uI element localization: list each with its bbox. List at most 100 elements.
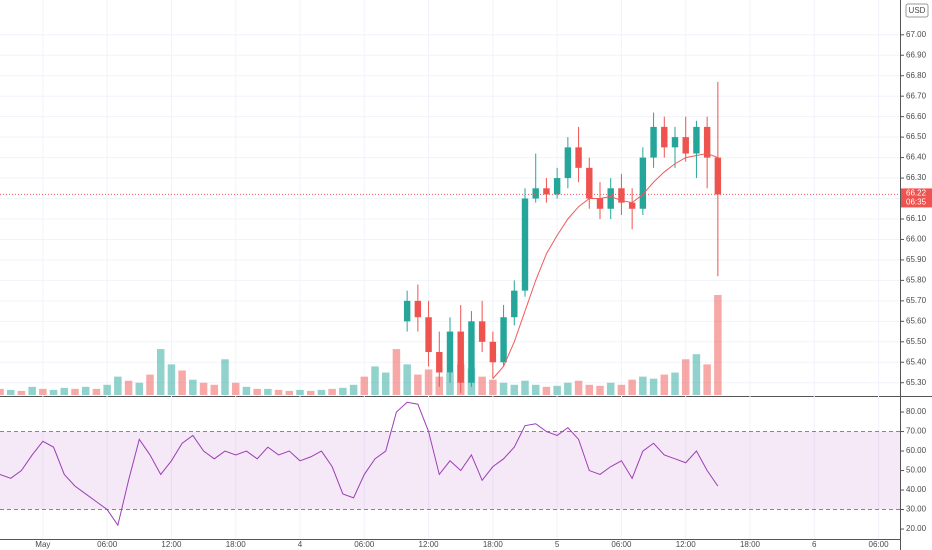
y-tick-label: 65.50 xyxy=(906,337,927,346)
volume-bar xyxy=(167,364,176,395)
x-tick-label: 06:00 xyxy=(611,540,632,549)
x-tick-label: 12:00 xyxy=(419,540,440,549)
volume-bar xyxy=(317,389,326,395)
candle-body xyxy=(671,137,679,148)
y-tick-label: 65.40 xyxy=(906,357,927,366)
volume-bar xyxy=(585,384,594,395)
candle-body xyxy=(446,331,454,373)
volume-bar xyxy=(296,389,304,395)
volume-bar xyxy=(531,384,540,395)
y-tick-label: 30.00 xyxy=(906,505,927,514)
volume-bar xyxy=(521,380,529,395)
volume-bar xyxy=(606,382,615,395)
y-tick-label: 66.50 xyxy=(906,132,927,141)
price-pane xyxy=(0,0,900,539)
y-tick-label: 70.00 xyxy=(906,427,927,436)
volume-bar xyxy=(660,374,669,395)
candle-body xyxy=(575,147,582,168)
volume-bar xyxy=(478,376,486,395)
volume-bar xyxy=(328,388,336,395)
y-tick-label: 67.00 xyxy=(906,30,927,39)
candle-body xyxy=(457,331,464,383)
candle-body xyxy=(553,178,561,195)
candle-body xyxy=(403,300,411,322)
x-tick-label: 5 xyxy=(555,540,560,549)
volume-bar xyxy=(49,389,58,395)
x-tick-label: May xyxy=(35,540,50,549)
currency-badge[interactable] xyxy=(905,3,929,18)
volume-bar xyxy=(60,387,69,395)
volume-bar xyxy=(714,295,722,395)
volume-bar xyxy=(135,382,144,395)
y-tick-label: 66.90 xyxy=(906,50,927,59)
volume-bar xyxy=(81,386,90,395)
x-tick-label: 06:00 xyxy=(97,540,118,549)
volume-bar xyxy=(692,354,701,395)
volume-bar xyxy=(178,370,186,395)
volume-bar xyxy=(264,388,272,395)
volume-bar xyxy=(253,388,261,395)
last-price: 66.22 xyxy=(906,189,927,198)
volume-bar xyxy=(424,369,433,395)
volume-bar xyxy=(189,379,197,395)
volume-bar xyxy=(381,372,390,395)
x-tick-label: 18:00 xyxy=(483,540,504,549)
countdown: 06:35 xyxy=(906,198,927,207)
currency: USD xyxy=(909,6,926,15)
y-tick-label: 60.00 xyxy=(906,446,927,455)
volume-bar xyxy=(574,380,583,395)
volume-bar xyxy=(499,382,508,395)
volume-bar xyxy=(564,382,572,395)
volume-bar xyxy=(124,380,133,395)
volume-bar xyxy=(446,372,454,395)
volume-bar xyxy=(274,389,283,395)
candle-body xyxy=(468,321,475,383)
candle-body xyxy=(564,147,572,179)
volume-bar xyxy=(0,388,4,395)
y-tick-label: 65.30 xyxy=(906,378,927,387)
volume-bar xyxy=(339,387,347,395)
candle-body xyxy=(414,300,422,318)
y-tick-label: 40.00 xyxy=(906,485,927,494)
y-tick-label: 66.60 xyxy=(906,112,927,121)
y-tick-label: 66.00 xyxy=(906,235,927,244)
x-tick-label: 12:00 xyxy=(161,540,182,549)
volume-bar xyxy=(639,376,647,395)
x-tick-label: 6 xyxy=(812,540,817,549)
volume-bar xyxy=(39,388,47,395)
moving-average xyxy=(492,152,719,379)
volume-bar xyxy=(617,384,626,395)
volume-bar xyxy=(306,390,315,395)
rsi-pane xyxy=(0,401,900,527)
volume-bar xyxy=(17,390,26,395)
candle-body xyxy=(489,341,497,363)
volume-bar xyxy=(156,349,165,395)
x-tick-label: 18:00 xyxy=(740,540,761,549)
y-tick-label: 65.90 xyxy=(906,255,927,264)
candle-body xyxy=(521,198,529,291)
volume-bar xyxy=(92,388,101,395)
volume-bar xyxy=(210,384,219,395)
rsi-band xyxy=(0,431,900,510)
y-tick-label: 66.30 xyxy=(906,173,927,182)
candle-body xyxy=(436,352,443,373)
candle-body xyxy=(650,126,657,158)
volume-bar xyxy=(649,378,658,395)
candle-body xyxy=(500,317,507,363)
volume-bar xyxy=(242,386,251,395)
candle-body xyxy=(682,137,689,154)
x-tick-label: 18:00 xyxy=(226,540,247,549)
x-tick-label: 06:00 xyxy=(354,540,375,549)
volume-bar xyxy=(681,359,690,395)
candle-body xyxy=(478,321,486,342)
y-tick-label: 50.00 xyxy=(906,466,927,475)
volume-bar xyxy=(510,384,519,395)
y-tick-label: 65.60 xyxy=(906,316,927,325)
y-tick-label: 66.70 xyxy=(906,91,927,100)
y-tick-label: 66.40 xyxy=(906,153,927,162)
last-price-badge xyxy=(901,188,932,208)
volume-bar xyxy=(553,385,561,395)
y-tick-label: 66.10 xyxy=(906,214,927,223)
